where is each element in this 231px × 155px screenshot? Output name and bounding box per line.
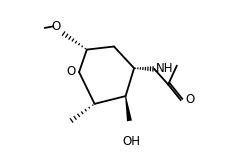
Text: O: O [185, 93, 195, 106]
Polygon shape [125, 96, 132, 121]
Text: NH: NH [156, 62, 173, 75]
Text: OH: OH [122, 135, 140, 148]
Text: O: O [52, 20, 61, 33]
Text: O: O [66, 65, 75, 78]
